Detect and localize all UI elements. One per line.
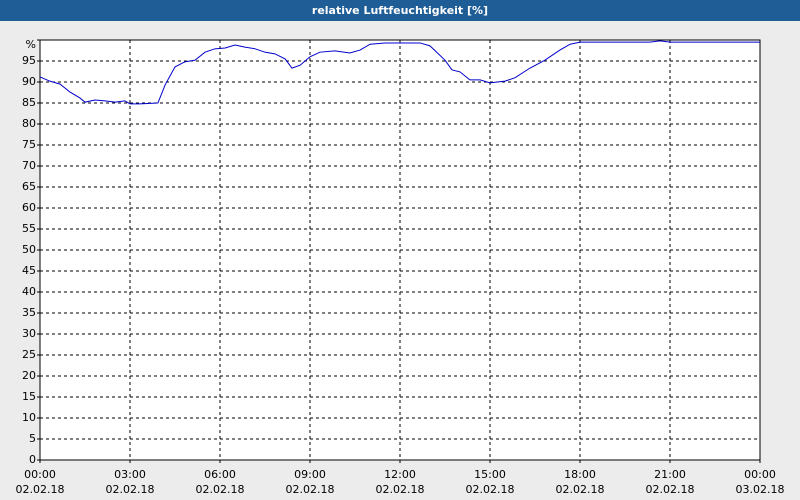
x-tick-label: 06:00 02.02.18: [196, 468, 245, 496]
x-tick-label: 00:00 02.02.18: [16, 468, 65, 496]
y-tick-label: 65: [22, 180, 36, 193]
y-tick-label: 70: [22, 159, 36, 172]
y-tick-label: 85: [22, 96, 36, 109]
y-tick-label: 90: [22, 75, 36, 88]
x-tick-label: 00:00 03.02.18: [736, 468, 785, 496]
y-tick-label: 20: [22, 369, 36, 382]
y-tick-label: 35: [22, 306, 36, 319]
title-bar: [0, 0, 800, 21]
y-tick-label: 40: [22, 285, 36, 298]
x-tick-label: 09:00 02.02.18: [286, 468, 335, 496]
y-tick-label: 15: [22, 390, 36, 403]
y-tick-label: 60: [22, 201, 36, 214]
data-line: [39, 40, 760, 105]
y-tick-label: 80: [22, 117, 36, 130]
y-tick-label: 10: [22, 411, 36, 424]
y-tick-label: 55: [22, 222, 36, 235]
x-tick-label: 12:00 02.02.18: [376, 468, 425, 496]
y-tick-label: 25: [22, 348, 36, 361]
x-tick-label: 15:00 02.02.18: [466, 468, 515, 496]
y-tick-label: 50: [22, 243, 36, 256]
chart-title: relative Luftfeuchtigkeit [%]: [312, 4, 488, 17]
y-tick-label: 5: [29, 432, 36, 445]
y-tick-label: 95: [22, 54, 36, 67]
y-tick-label: 45: [22, 264, 36, 277]
x-tick-label: 21:00 02.02.18: [646, 468, 695, 496]
y-tick-label: 75: [22, 138, 36, 151]
y-tick-label: 0: [29, 453, 36, 466]
y-tick-label: %: [26, 38, 36, 51]
x-tick-label: 03:00 02.02.18: [106, 468, 155, 496]
x-tick-label: 18:00 02.02.18: [556, 468, 605, 496]
y-tick-label: 30: [22, 327, 36, 340]
